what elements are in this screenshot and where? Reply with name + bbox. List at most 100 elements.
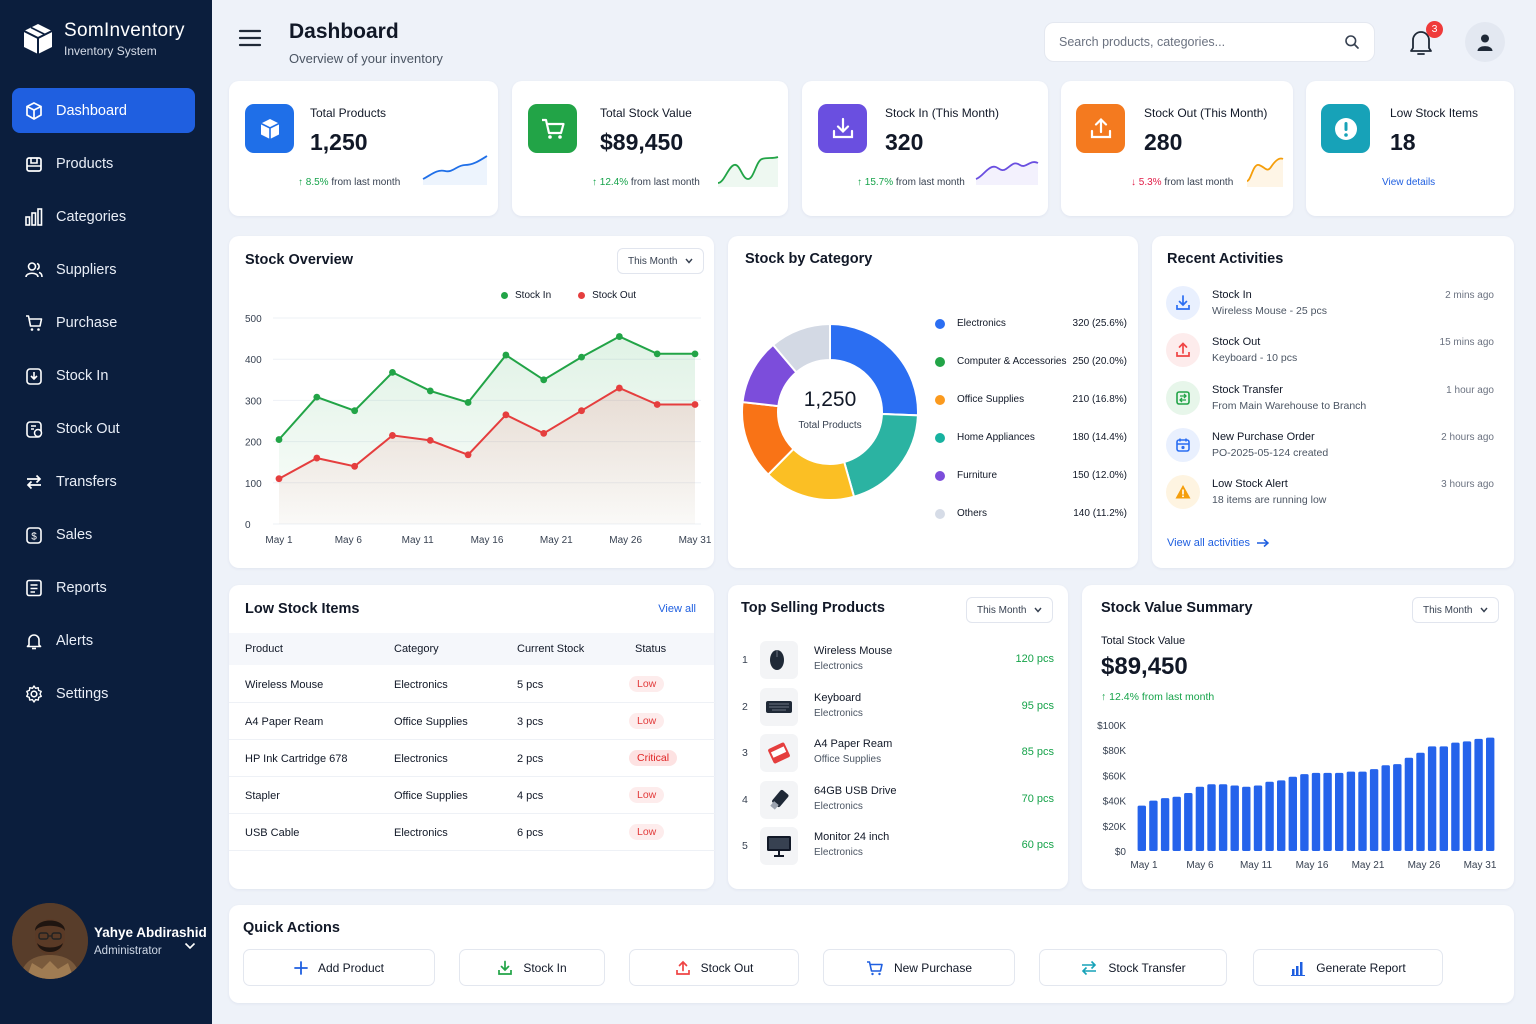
bar[interactable] <box>1160 798 1170 851</box>
sidebar-item-sales[interactable]: $ Sales <box>12 512 195 557</box>
data-point[interactable] <box>389 368 396 376</box>
bar[interactable] <box>1323 772 1332 851</box>
new-purchase-button[interactable]: New Purchase <box>823 949 1015 986</box>
bar[interactable] <box>1335 772 1344 851</box>
period-dropdown[interactable]: This Month <box>617 248 705 274</box>
data-point[interactable] <box>464 399 472 406</box>
search-icon[interactable] <box>1344 34 1360 50</box>
stock-in-button[interactable]: Stock In <box>459 949 605 986</box>
list-item[interactable]: 2 Keyboard Electronics 95 pcs <box>728 684 1068 730</box>
data-point[interactable] <box>389 432 396 439</box>
table-row[interactable]: A4 Paper Ream Office Supplies 3 pcs Low <box>229 703 715 740</box>
add-product-button[interactable]: Add Product <box>243 949 435 986</box>
table-row[interactable]: Stapler Office Supplies 4 pcs Low <box>229 777 715 814</box>
table-row[interactable]: HP Ink Cartridge 678 Electronics 2 pcs Crit… <box>229 740 715 777</box>
data-point[interactable] <box>313 393 321 401</box>
bar[interactable] <box>1311 772 1321 851</box>
data-point[interactable] <box>653 350 661 358</box>
data-point[interactable] <box>540 376 548 384</box>
data-point[interactable] <box>653 401 661 408</box>
data-point[interactable] <box>578 407 585 415</box>
bar[interactable] <box>1253 785 1263 852</box>
menu-toggle-button[interactable] <box>238 28 262 48</box>
data-point[interactable] <box>691 350 699 358</box>
bar[interactable] <box>1207 784 1216 851</box>
view-all-low-stock-link[interactable]: View all <box>658 603 696 615</box>
view-all-activities-link[interactable]: View all activities <box>1167 537 1270 549</box>
bar[interactable] <box>1427 746 1437 851</box>
data-point[interactable] <box>464 451 472 459</box>
data-point[interactable] <box>275 436 283 443</box>
sidebar-item-settings[interactable]: Settings <box>12 671 195 716</box>
donut-slice-others[interactable] <box>771 322 831 374</box>
bar[interactable] <box>1346 771 1356 851</box>
data-point[interactable] <box>691 401 699 408</box>
bar[interactable] <box>1404 757 1414 851</box>
activity-item[interactable]: Low Stock Alert 18 items are running low 3… <box>1152 475 1514 515</box>
bar[interactable] <box>1195 786 1205 851</box>
activity-item[interactable]: Stock Transfer From Main Warehouse to Bra… <box>1152 380 1514 421</box>
bar[interactable] <box>1149 800 1158 851</box>
data-point[interactable] <box>426 387 434 395</box>
bar[interactable] <box>1486 737 1495 851</box>
data-point[interactable] <box>351 407 359 415</box>
list-item[interactable]: 3 A4 Paper Ream Office Supplies 85 pcs <box>728 730 1068 776</box>
bar[interactable] <box>1218 784 1228 851</box>
bar[interactable] <box>1242 786 1251 851</box>
data-point[interactable] <box>275 475 283 483</box>
stock-transfer-button[interactable]: Stock Transfer <box>1039 949 1227 986</box>
bar[interactable] <box>1184 793 1193 851</box>
bar[interactable] <box>1416 752 1425 851</box>
chevron-down-icon[interactable] <box>184 942 196 950</box>
bar[interactable] <box>1462 741 1472 851</box>
bar[interactable] <box>1381 765 1390 851</box>
bar[interactable] <box>1172 796 1181 851</box>
bar[interactable] <box>1230 785 1239 852</box>
data-point[interactable] <box>502 411 510 419</box>
activity-item[interactable]: Stock In Wireless Mouse - 25 pcs 2 mins ag… <box>1152 286 1514 326</box>
data-point[interactable] <box>615 384 623 392</box>
stock-out-button[interactable]: Stock Out <box>629 949 799 986</box>
bar[interactable] <box>1137 805 1146 851</box>
brand[interactable]: SomInventory Inventory System <box>22 20 185 58</box>
data-point[interactable] <box>540 429 548 437</box>
sidebar-item-transfers[interactable]: Transfers <box>12 459 195 504</box>
bar[interactable] <box>1439 746 1448 851</box>
period-dropdown[interactable]: This Month <box>966 597 1054 623</box>
sidebar-item-products[interactable]: Products <box>12 141 195 186</box>
data-point[interactable] <box>502 351 510 359</box>
user-profile[interactable]: Yahye Abdirashid Administrator <box>12 902 208 980</box>
activity-item[interactable]: Stock Out Keyboard - 10 pcs 15 mins ago <box>1152 333 1514 373</box>
activity-item[interactable]: New Purchase Order PO-2025-05-124 created… <box>1152 427 1514 468</box>
data-point[interactable] <box>426 436 434 444</box>
bar[interactable] <box>1451 742 1460 851</box>
sidebar-item-stock-in[interactable]: Stock In <box>12 353 195 398</box>
data-point[interactable] <box>615 333 623 340</box>
list-item[interactable]: 1 Wireless Mouse Electronics 120 pcs <box>728 637 1068 683</box>
data-point[interactable] <box>351 462 359 470</box>
sidebar-item-dashboard[interactable]: Dashboard <box>12 88 195 133</box>
sidebar-item-purchase[interactable]: Purchase <box>12 300 195 345</box>
bar[interactable] <box>1358 771 1367 851</box>
bar[interactable] <box>1474 738 1483 851</box>
notifications-button[interactable] <box>1404 25 1438 59</box>
bar[interactable] <box>1288 776 1297 851</box>
table-row[interactable]: USB Cable Electronics 6 pcs Low <box>229 814 715 851</box>
period-dropdown[interactable]: This Month <box>1412 597 1500 623</box>
generate-report-button[interactable]: Generate Report <box>1253 949 1443 986</box>
data-point[interactable] <box>313 454 321 462</box>
search-input[interactable] <box>1059 35 1344 49</box>
bar[interactable] <box>1369 769 1379 851</box>
sidebar-item-reports[interactable]: Reports <box>12 565 195 610</box>
sidebar-item-categories[interactable]: Categories <box>12 194 195 239</box>
bar[interactable] <box>1265 781 1274 851</box>
list-item[interactable]: 4 64GB USB Drive Electronics 70 pcs <box>728 777 1068 823</box>
view-details-link[interactable]: View details <box>1382 177 1436 188</box>
donut-slice-electronics[interactable] <box>829 322 919 417</box>
list-item[interactable]: 5 Monitor 24 inch Electronics 60 pcs <box>728 823 1068 869</box>
bar[interactable] <box>1393 764 1402 851</box>
sidebar-item-suppliers[interactable]: Suppliers <box>12 247 195 292</box>
table-row[interactable]: Wireless Mouse Electronics 5 pcs Low <box>229 666 715 703</box>
profile-button[interactable] <box>1465 22 1505 62</box>
sidebar-item-alerts[interactable]: Alerts <box>12 618 195 663</box>
